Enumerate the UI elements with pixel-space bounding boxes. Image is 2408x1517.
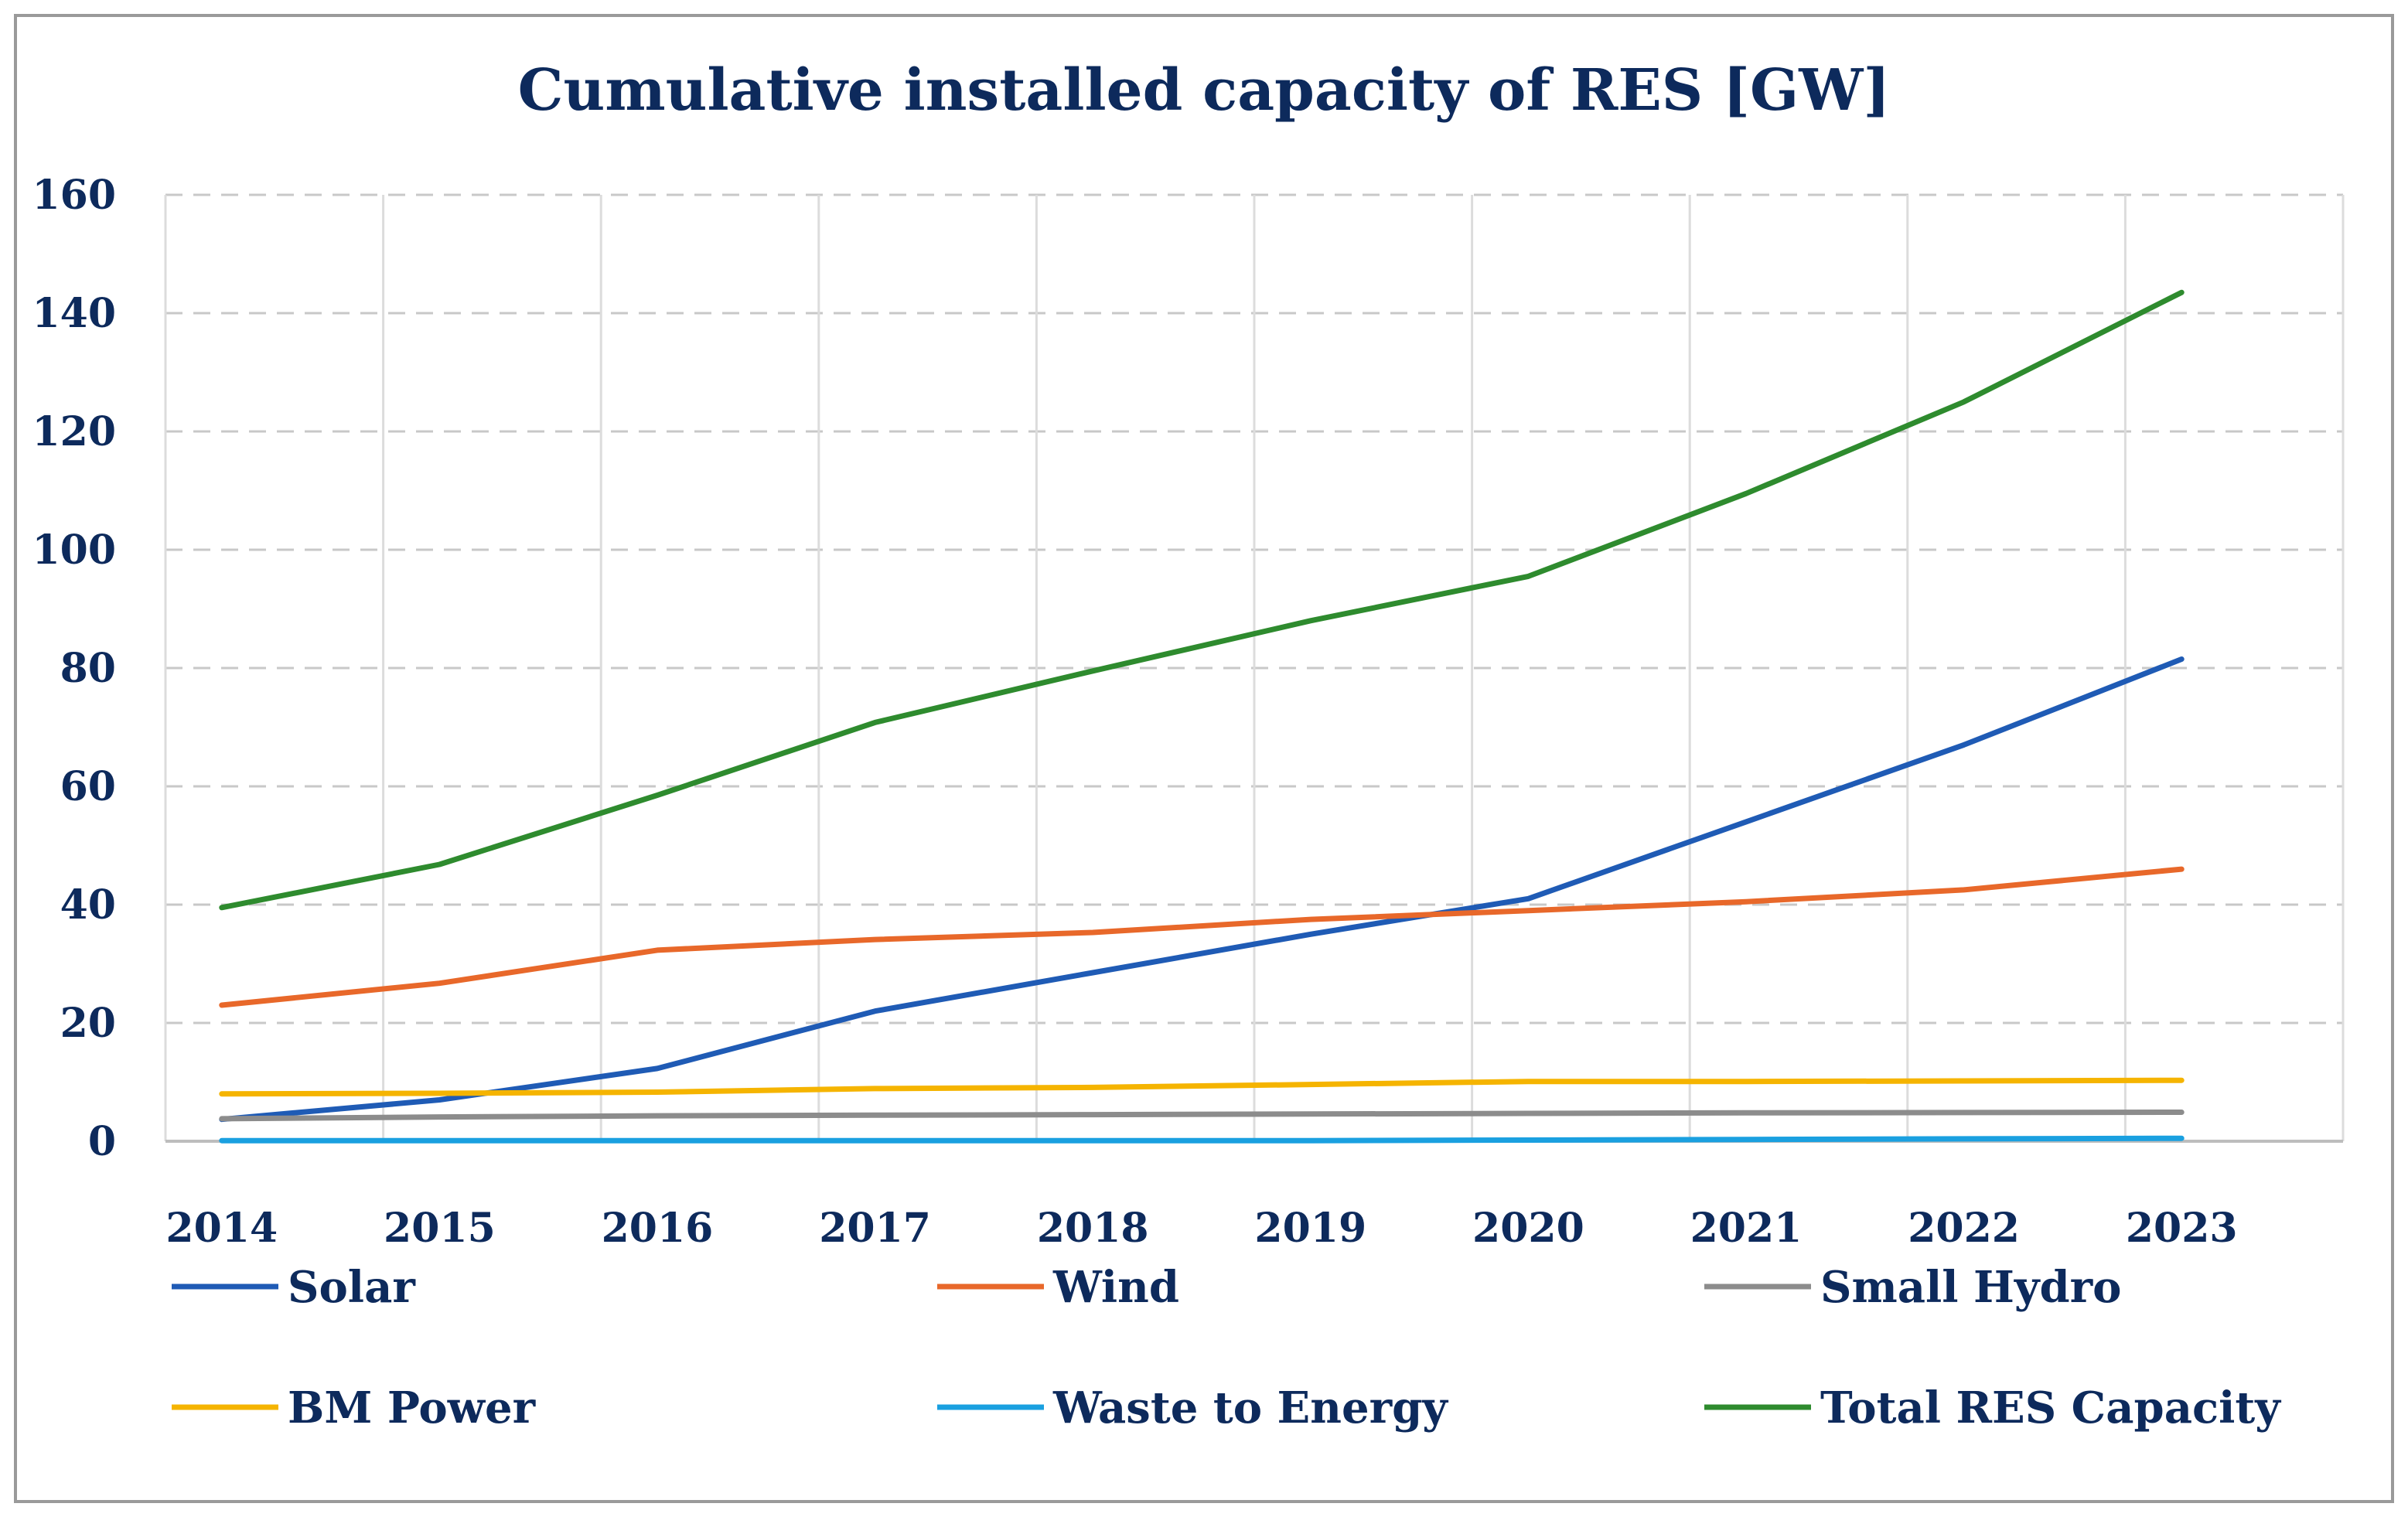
y-tick-label: 40 (60, 881, 116, 929)
series-line-small-hydro (219, 1110, 2185, 1122)
y-tick-label: 80 (60, 645, 116, 692)
legend: Solar Wind Small Hydro BM Power Waste to Ene… (172, 1262, 2281, 1433)
x-tick-label: 2015 (384, 1205, 496, 1252)
series-line-bm-power (219, 1077, 2185, 1097)
x-tick-label: 2017 (819, 1205, 931, 1252)
chart-frame (14, 14, 2394, 1503)
x-tick-label: 2019 (1254, 1205, 1366, 1252)
legend-label-total-res-capacity: Total RES Capacity (1820, 1382, 2281, 1433)
series-line-wind (219, 866, 2185, 1008)
chart-title: Cumulative installed capacity of RES [GW… (518, 57, 1891, 124)
y-tick-label: 100 (32, 527, 116, 574)
y-tick-label: 0 (88, 1118, 116, 1165)
y-tick-label: 20 (60, 1000, 116, 1047)
x-tick-label: 2023 (2126, 1205, 2238, 1252)
grid (164, 193, 2345, 1141)
x-axis-ticks: 2014 2015 2016 2017 2018 2019 2020 2021 2022 2023 (165, 1205, 2237, 1252)
series-lines (219, 289, 2185, 1144)
series-line-waste-to-energy (219, 1135, 2185, 1144)
x-tick-label: 2018 (1037, 1205, 1149, 1252)
y-axis-ticks: 0 20 40 60 80 100 120 140 160 (32, 172, 116, 1165)
x-tick-label: 2016 (602, 1205, 714, 1252)
series-line-total-res-capacity (219, 289, 2185, 911)
x-tick-label: 2020 (1472, 1205, 1584, 1252)
x-tick-label: 2014 (165, 1205, 278, 1252)
legend-label-bm-power: BM Power (288, 1382, 537, 1433)
y-tick-label: 120 (32, 408, 116, 455)
x-tick-label: 2022 (1908, 1205, 2020, 1252)
series-line-solar (219, 656, 2185, 1123)
y-tick-label: 60 (60, 763, 116, 810)
y-tick-label: 140 (32, 290, 116, 337)
y-tick-label: 160 (32, 172, 116, 219)
x-tick-label: 2021 (1690, 1205, 1803, 1252)
legend-label-small-hydro: Small Hydro (1820, 1262, 2121, 1313)
legend-label-wind: Wind (1052, 1262, 1179, 1313)
legend-label-solar: Solar (288, 1262, 416, 1313)
legend-label-waste-to-energy: Waste to Energy (1052, 1382, 1448, 1433)
